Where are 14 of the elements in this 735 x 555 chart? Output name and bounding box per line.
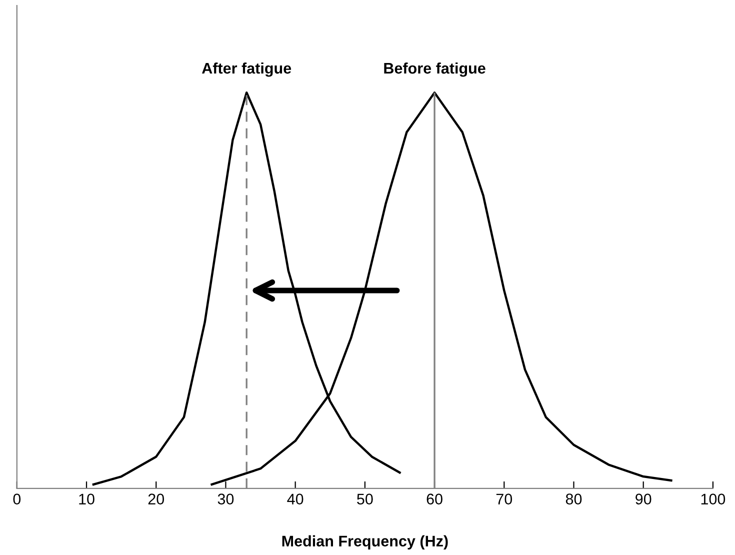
x-tick-label: 0 [13, 494, 21, 504]
x-tick-label: 90 [636, 494, 652, 504]
x-tick-label: 100 [701, 494, 726, 504]
x-tick-label: 20 [148, 494, 164, 504]
x-tick-label: 70 [496, 494, 512, 504]
x-tick-label: 80 [566, 494, 582, 504]
x-tick-label: 30 [218, 494, 234, 504]
series-label: After fatigue [202, 62, 292, 77]
x-axis-title: Median Frequency (Hz) [282, 535, 448, 550]
series-label: Before fatigue [384, 62, 486, 77]
x-tick-label: 40 [287, 494, 304, 504]
x-tick-label: 50 [357, 494, 373, 504]
x-tick-label: 60 [426, 494, 442, 504]
x-tick-label: 10 [79, 494, 94, 504]
